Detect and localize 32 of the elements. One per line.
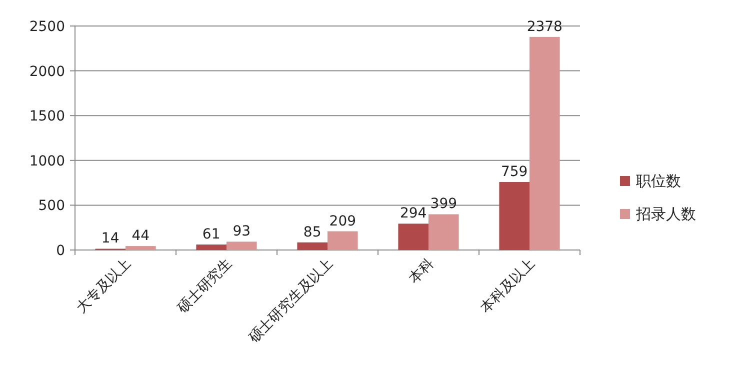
data-label: 294 xyxy=(400,206,427,222)
bar xyxy=(530,36,560,250)
legend-label: 职位数 xyxy=(636,172,681,190)
bar xyxy=(297,242,328,250)
y-tick-label: 2000 xyxy=(29,64,65,80)
data-label: 14 xyxy=(101,230,120,247)
data-label: 209 xyxy=(329,213,356,230)
bar xyxy=(126,246,156,250)
bar xyxy=(428,214,459,250)
bar xyxy=(398,224,428,250)
x-tick-label: 大专及以上 xyxy=(74,256,134,316)
data-label: 759 xyxy=(500,164,528,180)
y-tick-label: 1000 xyxy=(29,153,65,170)
bar xyxy=(196,244,226,250)
data-label: 399 xyxy=(430,196,458,212)
legend-label: 招录人数 xyxy=(635,205,696,223)
bar xyxy=(328,231,358,250)
x-tick-label: 硕士研究生 xyxy=(174,256,236,318)
y-tick-label: 500 xyxy=(38,198,65,214)
y-tick-label: 0 xyxy=(56,243,65,259)
data-label: 44 xyxy=(132,228,150,244)
y-tick-label: 2500 xyxy=(29,19,65,35)
data-label: 93 xyxy=(232,224,251,240)
x-tick-label: 硕士研究生及以上 xyxy=(245,256,336,347)
x-tick-label: 本科 xyxy=(406,256,438,287)
bar xyxy=(499,182,530,250)
y-tick-label: 1500 xyxy=(29,108,65,125)
x-tick-label: 本科及以上 xyxy=(478,256,538,316)
data-label: 2378 xyxy=(526,18,562,35)
data-label: 61 xyxy=(202,226,220,243)
data-label: 85 xyxy=(303,224,322,240)
bar xyxy=(226,242,257,250)
